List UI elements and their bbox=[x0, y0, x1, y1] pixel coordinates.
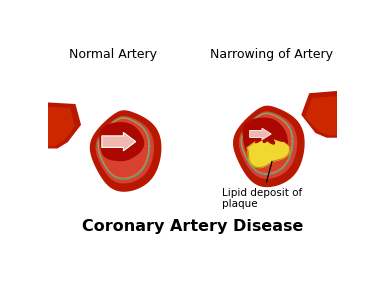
Polygon shape bbox=[91, 111, 161, 191]
Polygon shape bbox=[306, 97, 338, 135]
Text: Coronary Artery Disease: Coronary Artery Disease bbox=[82, 219, 303, 234]
Polygon shape bbox=[302, 92, 338, 137]
Polygon shape bbox=[96, 116, 153, 183]
Polygon shape bbox=[243, 118, 287, 156]
Polygon shape bbox=[240, 112, 297, 178]
Text: Normal Artery: Normal Artery bbox=[70, 48, 158, 61]
Polygon shape bbox=[48, 103, 80, 148]
Text: Lipid deposit of
plaque: Lipid deposit of plaque bbox=[222, 161, 302, 210]
Polygon shape bbox=[247, 125, 287, 144]
Polygon shape bbox=[48, 108, 74, 146]
Polygon shape bbox=[100, 123, 144, 160]
Text: Narrowing of Artery: Narrowing of Artery bbox=[210, 48, 333, 61]
Polygon shape bbox=[247, 137, 290, 168]
FancyArrow shape bbox=[250, 128, 271, 140]
Polygon shape bbox=[234, 106, 304, 186]
FancyArrow shape bbox=[102, 133, 136, 151]
